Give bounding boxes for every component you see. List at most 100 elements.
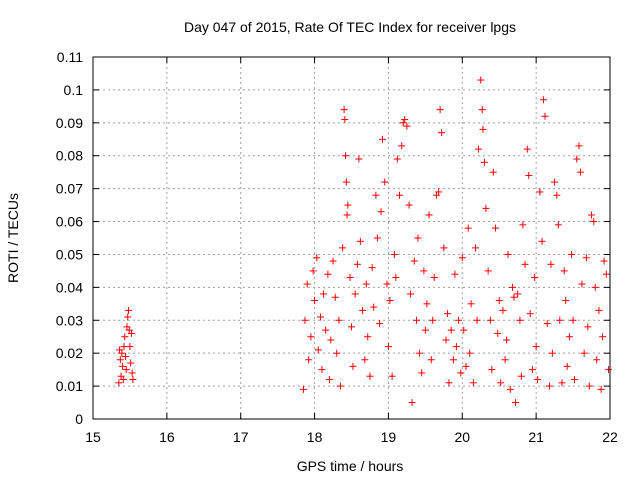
data-point xyxy=(403,122,411,130)
data-point xyxy=(484,267,492,275)
data-point xyxy=(600,257,608,265)
data-point xyxy=(423,300,431,308)
data-point xyxy=(415,349,423,357)
data-point xyxy=(492,224,500,232)
data-point xyxy=(386,297,394,305)
data-point xyxy=(571,376,579,384)
data-point xyxy=(568,250,576,258)
data-point xyxy=(381,178,389,186)
data-point xyxy=(536,188,544,196)
data-point xyxy=(488,366,496,374)
x-tick-label: 16 xyxy=(159,429,175,445)
data-point xyxy=(388,372,396,380)
data-point xyxy=(353,260,361,268)
data-point xyxy=(516,316,524,324)
data-point xyxy=(410,257,418,265)
data-point xyxy=(451,270,459,278)
data-point xyxy=(540,96,548,104)
data-point xyxy=(449,356,457,364)
data-point xyxy=(576,168,584,176)
data-point xyxy=(573,155,581,163)
data-point xyxy=(435,188,443,196)
data-point xyxy=(124,313,132,321)
data-point xyxy=(580,349,588,357)
data-point xyxy=(466,349,474,357)
data-point xyxy=(578,280,586,288)
data-point xyxy=(469,379,477,387)
data-point xyxy=(532,343,540,351)
data-point xyxy=(425,211,433,219)
data-point xyxy=(588,211,596,219)
data-point xyxy=(401,116,409,124)
data-point xyxy=(442,336,450,344)
data-point xyxy=(475,145,483,153)
x-axis-label: GPS time / hours xyxy=(297,458,404,474)
data-point xyxy=(517,372,525,380)
x-tick-label: 19 xyxy=(381,429,397,445)
data-point xyxy=(309,267,317,275)
data-point xyxy=(372,191,380,199)
data-point xyxy=(368,264,376,272)
data-point xyxy=(399,119,407,127)
x-axis-ticks: 15 16 17 18 19 20 21 22 xyxy=(85,57,618,445)
data-point xyxy=(473,316,481,324)
data-point xyxy=(129,376,137,384)
data-point xyxy=(531,273,539,281)
data-point xyxy=(593,356,601,364)
data-point xyxy=(504,250,512,258)
data-point xyxy=(438,129,446,137)
data-point xyxy=(551,178,559,186)
data-point xyxy=(458,254,466,262)
data-point xyxy=(497,379,505,387)
gridlines xyxy=(92,56,611,420)
data-point xyxy=(299,385,307,393)
data-point xyxy=(528,366,536,374)
data-point xyxy=(467,300,475,308)
data-point xyxy=(599,333,607,341)
y-tick-label: 0.11 xyxy=(57,49,83,65)
data-point xyxy=(526,310,534,318)
data-point xyxy=(462,362,470,370)
y-axis-label: ROTI / TECUs xyxy=(5,193,21,283)
data-point xyxy=(548,349,556,357)
data-point xyxy=(418,369,426,377)
data-point xyxy=(582,254,590,262)
plot-frame xyxy=(92,56,611,420)
chart-title: Day 047 of 2015, Rate Of TEC Index for r… xyxy=(184,19,516,35)
data-point xyxy=(506,385,514,393)
data-point xyxy=(390,250,398,258)
data-point xyxy=(356,237,364,245)
data-point xyxy=(327,336,335,344)
data-point xyxy=(534,376,542,384)
data-point xyxy=(563,362,571,370)
data-point xyxy=(342,178,350,186)
data-point xyxy=(343,211,351,219)
data-point xyxy=(313,254,321,262)
data-point xyxy=(455,316,463,324)
data-point xyxy=(597,385,605,393)
data-point xyxy=(336,382,344,390)
data-point xyxy=(427,356,435,364)
data-point xyxy=(319,290,327,298)
data-point xyxy=(408,399,416,407)
data-point xyxy=(370,303,378,311)
data-point xyxy=(477,76,485,84)
y-tick-label: 0.02 xyxy=(56,345,83,361)
data-point xyxy=(436,106,444,114)
data-point xyxy=(127,359,135,367)
data-point xyxy=(126,343,134,351)
data-point xyxy=(605,366,613,374)
x-tick-label: 15 xyxy=(85,429,101,445)
y-tick-label: 0.01 xyxy=(56,378,83,394)
data-point xyxy=(127,329,135,337)
data-point xyxy=(373,234,381,242)
x-tick-label: 18 xyxy=(307,429,323,445)
y-tick-label: 0.07 xyxy=(56,181,83,197)
y-tick-label: 0.1 xyxy=(64,82,84,98)
data-point xyxy=(430,273,438,281)
data-point xyxy=(440,244,448,252)
data-point xyxy=(392,273,400,281)
data-point xyxy=(303,280,311,288)
data-point xyxy=(355,155,363,163)
